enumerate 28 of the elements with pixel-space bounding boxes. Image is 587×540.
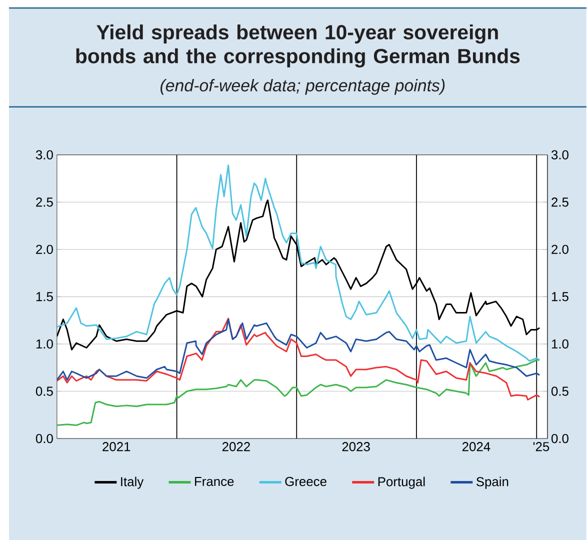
x-tick-label: '25 — [533, 442, 550, 451]
y2-tick-label: 1.5 — [552, 292, 568, 301]
legend-label: Portugal — [378, 476, 425, 489]
legend-label: Greece — [285, 476, 326, 486]
line-series — [56, 318, 540, 380]
y2-tick-label: 0.0 — [551, 434, 568, 443]
x-tick-label: 2024 — [462, 442, 490, 451]
y2-tick-label: 3.0 — [551, 150, 568, 160]
x-tick-label: 2021 — [102, 442, 130, 451]
y-tick-label: 2.0 — [36, 244, 53, 254]
y-tick-label: 0.0 — [36, 434, 53, 443]
legend-label: France — [195, 476, 234, 486]
y2-tick-label: 2.0 — [552, 244, 568, 254]
y2-tick-label: 0.5 — [551, 386, 568, 396]
y-tick-label: 1.5 — [36, 292, 53, 301]
y2-tick-label: 2.5 — [552, 197, 568, 206]
x-tick-label: 2022 — [222, 442, 250, 451]
y-tick-label: 0.5 — [36, 386, 53, 396]
y-tick-label: 3.0 — [36, 150, 53, 160]
chart-subtitle: (end-of-week data; percentage points) — [160, 78, 445, 95]
y-tick-label: 2.5 — [36, 197, 53, 206]
chart-title: Yield spreads between 10-year sovereign bonds and the corresponding German Bunds — [76, 24, 520, 68]
legend-label: Italy — [121, 476, 144, 489]
y2-tick-label: 1.0 — [552, 339, 568, 348]
legend-label: Spain — [476, 476, 508, 489]
x-tick-label: 2023 — [342, 442, 370, 451]
y-tick-label: 1.0 — [36, 339, 53, 348]
line-series — [56, 164, 540, 362]
